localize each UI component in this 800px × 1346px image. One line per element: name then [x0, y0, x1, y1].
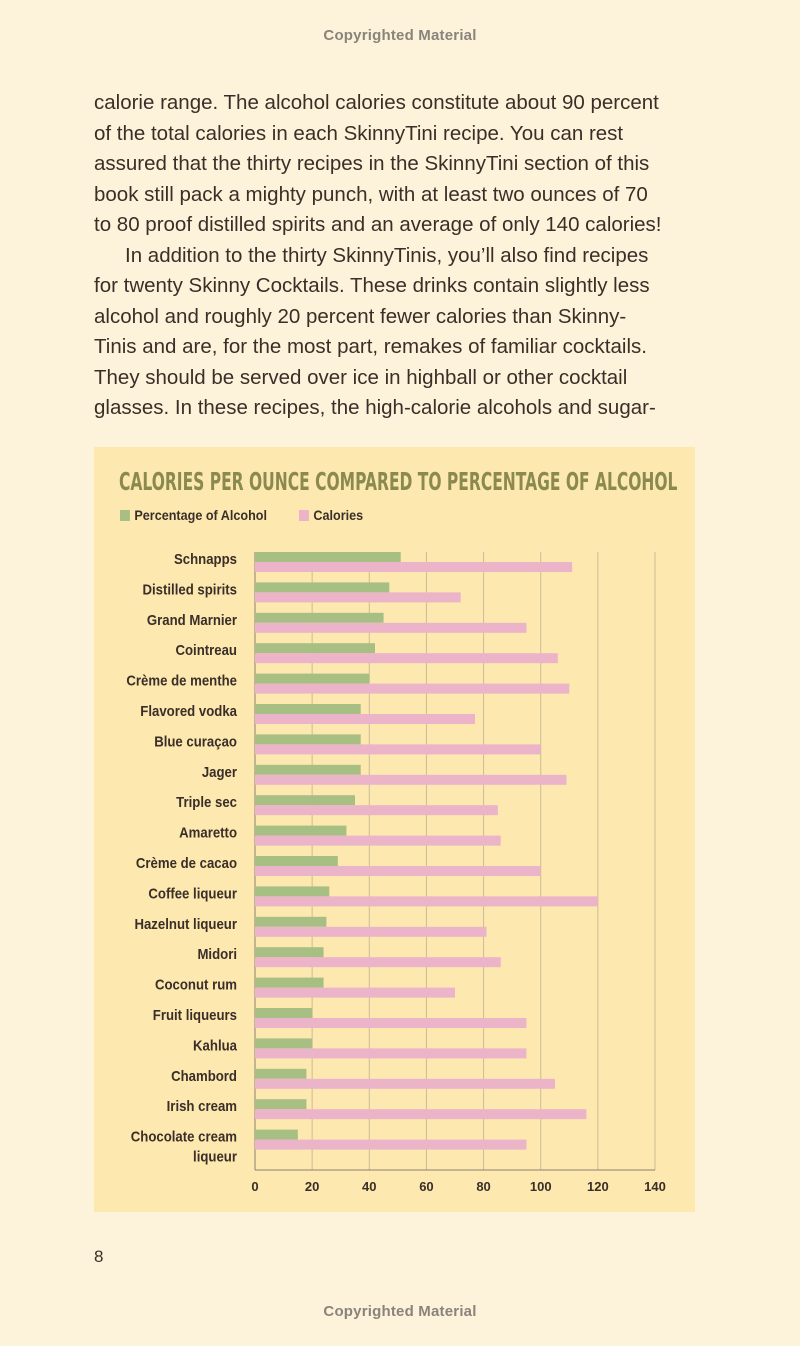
body-line: for twenty Skinny Cocktails. These drink…: [94, 274, 650, 297]
body-line: calorie range. The alcohol calories cons…: [94, 91, 659, 114]
category-label: Hazelnut liqueur: [134, 915, 237, 932]
legend-swatch-calories: [299, 509, 310, 521]
category-label: Irish cream: [167, 1097, 237, 1114]
bar-calories: [255, 592, 461, 603]
bar-alcohol: [255, 1129, 298, 1140]
bar-alcohol: [255, 886, 330, 897]
category-label: Flavored vodka: [140, 702, 237, 719]
bar-alcohol: [255, 977, 324, 988]
legend-item-calories: Calories: [299, 507, 363, 523]
legend-swatch-alcohol: [120, 509, 130, 521]
category-label: Coffee liqueur: [148, 885, 237, 902]
bar-alcohol: [255, 582, 390, 593]
category-label: Jager: [202, 763, 238, 780]
category-label: Grand Marnier: [147, 611, 238, 628]
body-line: glasses. In these recipes, the high-calo…: [94, 396, 656, 419]
category-label: Kahlua: [193, 1037, 237, 1054]
body-line: to 80 proof distilled spirits and an ave…: [94, 213, 662, 236]
category-label: Schnapps: [174, 550, 237, 567]
footer-copyright: Copyrighted Material: [323, 1303, 477, 1320]
body-line: book still pack a mighty punch, with at …: [94, 182, 648, 206]
bar-calories: [255, 835, 501, 846]
bar-alcohol: [255, 1038, 313, 1049]
bar-alcohol: [255, 856, 338, 866]
bar-calories: [255, 714, 475, 724]
body-line: assured that the thirty recipes in the S…: [94, 152, 650, 175]
category-label: Coconut rum: [155, 976, 237, 993]
bar-calories: [255, 562, 573, 572]
x-tick-label: 0: [251, 1179, 258, 1194]
category-label: liqueur: [193, 1148, 237, 1165]
bar-calories: [255, 1109, 587, 1120]
x-tick-label: 80: [476, 1179, 490, 1194]
category-label: Amaretto: [179, 824, 237, 841]
x-tick-label: 140: [644, 1179, 666, 1194]
chart-legend: Percentage of Alcohol Calories: [120, 507, 371, 523]
bar-alcohol: [255, 734, 361, 745]
chart-panel: CALORIES PER OUNCE COMPARED TO PERCENTAG…: [94, 447, 695, 1212]
bar-calories: [255, 1139, 527, 1150]
category-label: Chambord: [171, 1067, 237, 1084]
bar-alcohol: [255, 764, 361, 775]
bar-calories: [255, 1078, 555, 1089]
bar-chart: Schnapps Distilled spirits Grand Marnier Co…: [126, 550, 666, 1194]
body-line: In addition to the thirty SkinnyTinis, y…: [125, 243, 649, 267]
bar-alcohol: [255, 673, 370, 684]
category-label: Crème de menthe: [126, 672, 237, 689]
bar-calories: [255, 957, 501, 968]
header-copyright: Copyrighted Material: [323, 27, 477, 44]
bar-calories: [255, 1048, 527, 1059]
bar-calories: [255, 866, 541, 876]
category-label: Midori: [197, 945, 237, 962]
category-label: Chocolate cream: [131, 1128, 237, 1145]
category-label: Distilled spirits: [142, 581, 237, 598]
bar-calories: [255, 622, 527, 633]
bar-calories: [255, 1018, 527, 1028]
x-tick-label: 100: [530, 1179, 552, 1194]
bar-alcohol: [255, 612, 384, 623]
bar-calories: [255, 744, 541, 755]
body-line: alcohol and roughly 20 percent fewer cal…: [94, 304, 627, 328]
x-tick-label: 60: [419, 1179, 433, 1194]
bar-alcohol: [255, 1099, 307, 1110]
legend-item-alcohol: Percentage of Alcohol: [120, 507, 267, 523]
bar-alcohol: [255, 795, 355, 806]
x-tick-label: 40: [362, 1179, 376, 1194]
bar-calories: [255, 653, 558, 664]
category-label: Blue curaçao: [154, 733, 237, 750]
x-tick-label: 120: [587, 1179, 609, 1194]
category-label: Crème de cacao: [136, 854, 237, 871]
bar-alcohol: [255, 825, 347, 836]
bar-alcohol: [255, 947, 324, 958]
bar-calories: [255, 774, 567, 785]
x-tick-label: 20: [305, 1179, 319, 1194]
body-line: of the total calories in each SkinnyTini…: [94, 121, 624, 145]
body-text: calorie range. The alcohol calories cons…: [94, 88, 694, 424]
bar-alcohol: [255, 916, 327, 927]
bar-calories: [255, 987, 455, 998]
bar-alcohol: [255, 704, 361, 714]
category-label: Fruit liqueurs: [153, 1006, 237, 1023]
body-line: Tinis and are, for the most part, remake…: [94, 335, 647, 358]
bar-alcohol: [255, 1008, 313, 1018]
legend-label-calories: Calories: [313, 507, 364, 523]
body-line: They should be served over ice in highba…: [94, 365, 628, 389]
category-label: Triple sec: [176, 793, 237, 810]
chart-title: CALORIES PER OUNCE COMPARED TO PERCENTAG…: [119, 467, 678, 496]
page-number: 8: [94, 1247, 104, 1266]
bar-alcohol: [255, 643, 375, 654]
legend-label-alcohol: Percentage of Alcohol: [134, 507, 267, 523]
bar-calories: [255, 896, 598, 907]
category-label: Cointreau: [175, 641, 237, 658]
bar-calories: [255, 805, 498, 816]
bar-calories: [255, 683, 570, 694]
bar-alcohol: [255, 1068, 307, 1079]
bar-calories: [255, 926, 487, 937]
bar-alcohol: [255, 552, 401, 562]
